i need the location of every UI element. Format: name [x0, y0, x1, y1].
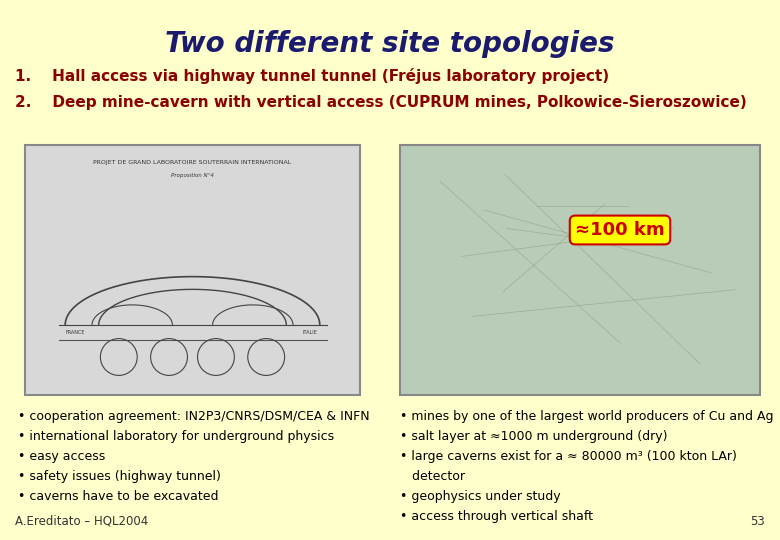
- Text: • easy access: • easy access: [18, 450, 105, 463]
- Text: 1.    Hall access via highway tunnel tunnel (Fréjus laboratory project): 1. Hall access via highway tunnel tunnel…: [15, 68, 609, 84]
- Text: • caverns have to be excavated: • caverns have to be excavated: [18, 490, 218, 503]
- Text: • access through vertical shaft: • access through vertical shaft: [400, 510, 593, 523]
- Text: • large caverns exist for a ≈ 80000 m³ (100 kton LAr): • large caverns exist for a ≈ 80000 m³ (…: [400, 450, 737, 463]
- Text: ITALIE: ITALIE: [303, 330, 317, 335]
- Text: detector: detector: [400, 470, 465, 483]
- Text: • geophysics under study: • geophysics under study: [400, 490, 561, 503]
- Text: 2.    Deep mine-cavern with vertical access (CUPRUM mines, Polkowice-Sieroszowic: 2. Deep mine-cavern with vertical access…: [15, 95, 746, 110]
- Text: A.Ereditato – HQL2004: A.Ereditato – HQL2004: [15, 515, 148, 528]
- Text: • mines by one of the largest world producers of Cu and Ag: • mines by one of the largest world prod…: [400, 410, 774, 423]
- Text: • salt layer at ≈1000 m underground (dry): • salt layer at ≈1000 m underground (dry…: [400, 430, 668, 443]
- Bar: [400, 145, 760, 395]
- Text: Proposition N°4: Proposition N°4: [171, 173, 214, 178]
- Text: • international laboratory for underground physics: • international laboratory for undergrou…: [18, 430, 334, 443]
- Text: FRANCE: FRANCE: [66, 330, 85, 335]
- Text: ≈100 km: ≈100 km: [575, 221, 665, 239]
- Text: • cooperation agreement: IN2P3/CNRS/DSM/CEA & INFN: • cooperation agreement: IN2P3/CNRS/DSM/…: [18, 410, 370, 423]
- Text: PROJET DE GRAND LABORATOIRE SOUTERRAIN INTERNATIONAL: PROJET DE GRAND LABORATOIRE SOUTERRAIN I…: [94, 160, 292, 165]
- Text: • safety issues (highway tunnel): • safety issues (highway tunnel): [18, 470, 221, 483]
- Text: 53: 53: [750, 515, 765, 528]
- Text: Two different site topologies: Two different site topologies: [165, 30, 615, 58]
- Bar: [25, 145, 360, 395]
